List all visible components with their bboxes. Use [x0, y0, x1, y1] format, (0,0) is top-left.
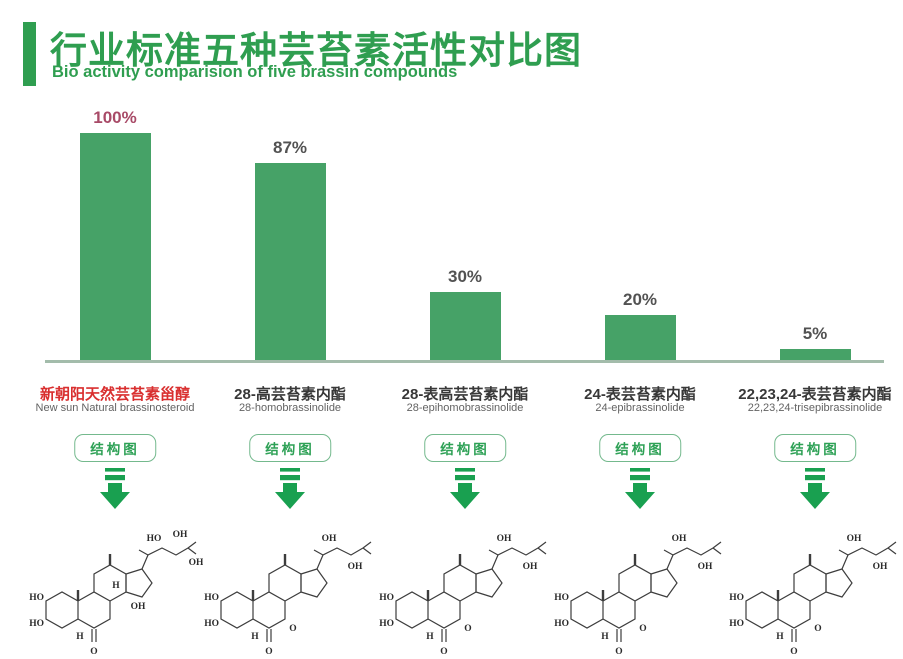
structure-button[interactable]: 结构图 — [424, 434, 506, 462]
compound-name-en: New sun Natural brassinosteroid — [35, 402, 195, 414]
atom-label-oh_low: OH — [697, 562, 712, 572]
atom-label-o: O — [615, 647, 622, 655]
compound-column: 87% 28-高芸苔素内酯 28-homobrassinolide 结构图 HO… — [203, 100, 378, 659]
atom-label-oh_top1: OH — [321, 534, 336, 544]
compound-name-en: 28-homobrassinolide — [238, 402, 342, 414]
atom-label-oh_top1: OH — [671, 534, 686, 544]
atom-label-h2: H — [601, 632, 609, 642]
down-arrow-icon — [800, 468, 830, 509]
down-arrow-icon — [275, 468, 305, 509]
down-arrow-icon — [100, 468, 130, 509]
atom-label-ring_o: O — [814, 624, 821, 634]
compound-name-zh: 新朝阳天然芸苔素甾醇 — [39, 386, 190, 403]
compound-column: 30% 28-表高芸苔素内酯 28-epihomobrassinolide 结构… — [378, 100, 553, 659]
compound-name-zh: 22,23,24-表芸苔素内酯 — [738, 386, 892, 403]
atom-label-ho2: HO — [554, 619, 569, 629]
atom-label-h2: H — [76, 632, 84, 642]
atom-label-h2: H — [426, 632, 434, 642]
structure-button[interactable]: 结构图 — [774, 434, 856, 462]
atom-label-oh_ring: OH — [130, 602, 145, 612]
x-axis-line — [45, 360, 884, 363]
compound-name-en: 24-epibrassinolide — [595, 402, 685, 414]
atom-label-ho2: HO — [729, 619, 744, 629]
compound-name-en: 28-epihomobrassinolide — [406, 402, 524, 414]
bar — [779, 349, 851, 360]
atom-label-ring_o: O — [464, 624, 471, 634]
structure-button[interactable]: 结构图 — [599, 434, 681, 462]
structure-button[interactable]: 结构图 — [249, 434, 331, 462]
atom-label-ho2: HO — [29, 619, 44, 629]
bar — [79, 133, 151, 360]
page-subtitle: Bio activity comparision of five brassin… — [52, 63, 458, 81]
down-arrow-icon — [450, 468, 480, 509]
atom-label-o: O — [90, 647, 97, 655]
atom-label-oh_top1: HO — [146, 534, 161, 544]
atom-label-ho2: HO — [379, 619, 394, 629]
atom-label-oh_top1: OH — [496, 534, 511, 544]
bar — [604, 315, 676, 360]
bar-value-label: 20% — [622, 290, 658, 309]
compound-column: 20% 24-表芸苔素内酯 24-epibrassinolide 结构图 HO H… — [553, 100, 728, 659]
title-accent-bar — [23, 22, 36, 86]
atom-label-ring_o: O — [289, 624, 296, 634]
atom-label-oh_low: OH — [522, 562, 537, 572]
compound-name-zh: 24-表芸苔素内酯 — [584, 386, 696, 403]
atom-label-o: O — [265, 647, 272, 655]
atom-label-oh_end: OH — [188, 558, 202, 568]
atom-label-ring_o: O — [639, 624, 646, 634]
bar-value-label: 100% — [93, 108, 137, 127]
atom-label-h1: H — [112, 581, 120, 591]
atom-label-oh_top2: OH — [172, 530, 187, 540]
structure-button[interactable]: 结构图 — [74, 434, 156, 462]
atom-label-h2: H — [776, 632, 784, 642]
atom-label-o: O — [790, 647, 797, 655]
atom-label-ho1: HO — [29, 593, 44, 603]
atom-label-ho2: HO — [204, 619, 219, 629]
atom-label-oh_low: OH — [347, 562, 362, 572]
down-arrow-icon — [625, 468, 655, 509]
atom-label-oh_top1: OH — [846, 534, 861, 544]
atom-label-ho1: HO — [554, 593, 569, 603]
page-title: 行业标准五种芸苔素活性对比图 — [50, 30, 582, 71]
bar-value-label: 87% — [272, 138, 308, 157]
bar — [254, 163, 326, 360]
atom-label-ho1: HO — [204, 593, 219, 603]
bar — [429, 292, 501, 360]
compound-name-zh: 28-表高芸苔素内酯 — [401, 386, 529, 403]
compound-name-en: 22,23,24-trisepibrassinolide — [747, 402, 883, 414]
atom-label-oh_low: OH — [872, 562, 887, 572]
atom-label-ho1: HO — [729, 593, 744, 603]
bar-value-label: 5% — [802, 324, 828, 343]
compound-name-zh: 28-高芸苔素内酯 — [234, 386, 346, 403]
compound-column: 100% 新朝阳天然芸苔素甾醇 New sun Natural brassino… — [28, 100, 203, 659]
atom-label-h2: H — [251, 632, 259, 642]
atom-label-o: O — [440, 647, 447, 655]
bar-value-label: 30% — [447, 267, 483, 286]
compound-column: 5% 22,23,24-表芸苔素内酯 22,23,24-trisepibrass… — [728, 100, 903, 659]
atom-label-ho1: HO — [379, 593, 394, 603]
